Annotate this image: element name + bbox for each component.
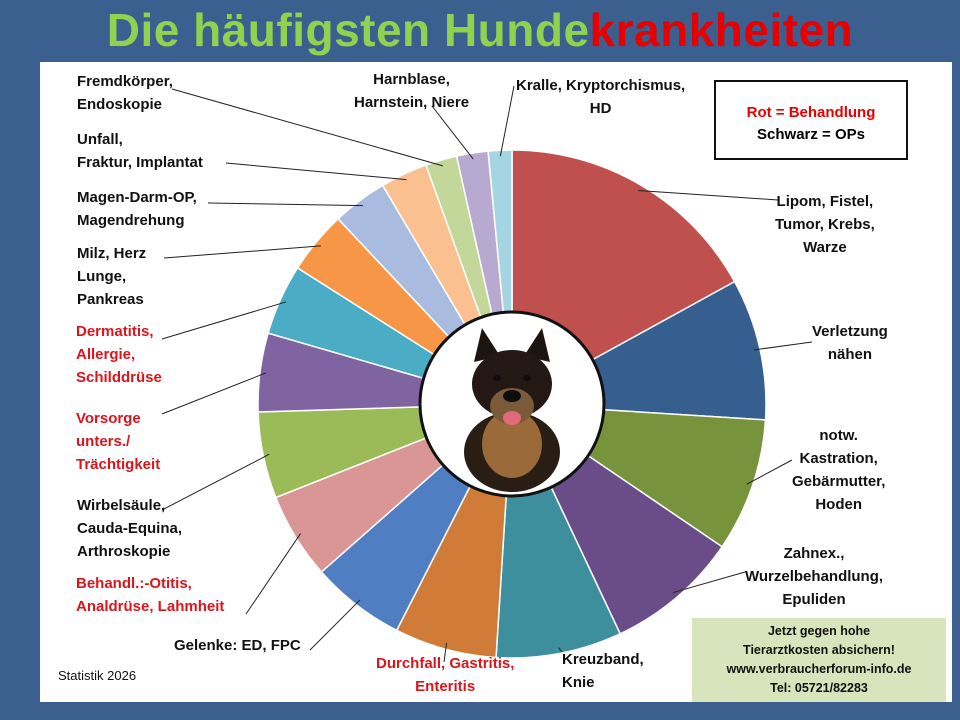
leader-line-9	[161, 453, 270, 511]
slice-label-line: Vorsorge	[76, 410, 141, 427]
slice-label-3: notw. Kastration, Gebärmutter, Hoden	[792, 424, 885, 516]
slice-label-line: Wurzelbehandlung,	[745, 568, 884, 585]
slice-label-line: Dermatitis,	[76, 323, 154, 340]
slice-label-line: Lunge,	[77, 268, 127, 285]
slice-label-line: Magen-Darm-OP,	[77, 189, 197, 206]
slice-label-line: Arthroskopie	[77, 543, 171, 560]
leader-line-5	[558, 647, 563, 653]
slice-label-8: Behandl.:-Otitis, Analdrüse, Lahmheit	[76, 572, 224, 618]
slice-label-line: Endoskopie	[77, 96, 163, 113]
leader-line-14	[225, 162, 407, 181]
promo-line-4: Tel: 05721/82283	[770, 681, 868, 695]
slice-label-line: Analdrüse, Lahmheit	[76, 598, 225, 615]
title-part-green: Die häufigsten Hunde	[106, 4, 590, 56]
promo-line-2: Tierarztkosten absichern!	[743, 643, 895, 657]
dog-photo-icon	[464, 328, 560, 492]
leader-line-4	[672, 571, 746, 594]
slice-label-line: Behandl.:-Otitis,	[76, 575, 192, 592]
leader-line-11	[161, 301, 287, 340]
slice-label-line: HD	[589, 100, 612, 117]
promo-box: Jetzt gegen hohe Tierarztkosten absicher…	[692, 618, 946, 702]
slice-label-17: Kralle, Kryptorchismus, HD	[516, 74, 685, 120]
slice-label-2: Verletzung nähen	[812, 320, 888, 366]
promo-line-3: www.verbraucherforum-info.de	[726, 662, 912, 676]
slice-label-line: Hoden	[815, 496, 863, 513]
slice-label-line: Fraktur, Implantat	[77, 154, 203, 171]
slice-label-line: Lipom, Fistel,	[776, 193, 874, 210]
slice-label-11: Dermatitis, Allergie, Schilddrüse	[76, 320, 162, 389]
slice-label-line: Tumor, Krebs,	[775, 216, 875, 233]
legend-black-text: Schwarz = OPs	[757, 126, 865, 143]
slice-label-line: Gebärmutter,	[792, 473, 886, 490]
chart-panel: Lipom, Fistel, Tumor, Krebs, Warze Verletzu…	[40, 62, 952, 702]
leader-line-12	[163, 245, 321, 259]
leader-line-7	[309, 599, 361, 651]
slice-label-line: Zahnex.,	[783, 545, 845, 562]
slice-label-line: Milz, Herz	[77, 245, 147, 262]
slice-label-line: Kastration,	[799, 450, 878, 467]
slice-label-line: Kralle, Kryptorchismus,	[516, 77, 686, 94]
slice-label-4: Zahnex., Wurzelbehandlung, Epuliden	[745, 542, 883, 611]
slice-label-10: Vorsorge unters./ Trächtigkeit	[76, 407, 160, 476]
slice-label-5: Kreuzband, Knie	[562, 648, 644, 694]
slice-label-line: Gelenke: ED, FPC	[174, 637, 301, 654]
slice-label-line: Harnblase,	[373, 71, 450, 88]
slice-label-line: Cauda-Equina,	[77, 520, 183, 537]
slice-label-line: Trächtigkeit	[76, 456, 161, 473]
leader-line-15	[171, 88, 443, 167]
slice-label-line: Epuliden	[782, 591, 846, 608]
slice-label-line: unters./	[76, 433, 131, 450]
slice-label-line: Fremdkörper,	[77, 73, 173, 90]
page-title: Die häufigsten Hundekrankheiten	[0, 2, 960, 58]
slice-label-line: Enteritis	[415, 678, 476, 695]
slice-label-line: Warze	[803, 239, 847, 256]
leader-line-10	[161, 372, 267, 415]
leader-line-2	[753, 341, 813, 351]
promo-line-1: Jetzt gegen hohe	[767, 624, 871, 638]
slice-label-12: Milz, Herz Lunge, Pankreas	[77, 242, 146, 311]
leader-line-13	[207, 202, 364, 207]
slice-label-line: Allergie,	[76, 346, 136, 363]
slice-label-line: Magendrehung	[77, 212, 185, 229]
legend-red-text: Rot = Behandlung	[746, 104, 876, 121]
slice-label-line: Verletzung	[812, 323, 888, 340]
leader-line-1	[638, 190, 779, 201]
pie-chart	[161, 85, 813, 663]
legend-box: Rot = Behandlung Schwarz = OPs	[714, 80, 908, 160]
slice-label-16: Harnblase, Harnstein, Niere	[354, 68, 469, 114]
slice-label-line: nähen	[827, 346, 873, 363]
slice-label-7: Gelenke: ED, FPC	[174, 634, 301, 657]
slice-label-line: notw.	[819, 427, 858, 444]
slice-label-1: Lipom, Fistel, Tumor, Krebs, Warze	[775, 190, 875, 259]
slice-label-line: Harnstein, Niere	[354, 94, 470, 111]
title-part-red: krankheiten	[589, 4, 854, 56]
slice-label-13: Magen-Darm-OP, Magendrehung	[77, 186, 197, 232]
slice-label-line: Kreuzband,	[562, 651, 644, 668]
slice-label-line: Wirbelsäule,	[77, 497, 166, 514]
footnote-statistik: Statistik 2026	[58, 668, 137, 683]
leader-line-8	[245, 533, 301, 615]
leader-line-16	[431, 105, 474, 160]
slice-label-line: Pankreas	[77, 291, 144, 308]
slice-label-line: Durchfall, Gastritis,	[376, 655, 515, 672]
leader-line-17	[499, 85, 515, 157]
slice-label-line: Knie	[562, 674, 595, 691]
slice-label-line: Unfall,	[77, 131, 123, 148]
slice-label-15: Fremdkörper, Endoskopie	[77, 70, 173, 116]
leader-line-6	[443, 643, 448, 663]
leader-line-3	[746, 459, 793, 485]
slice-label-14: Unfall, Fraktur, Implantat	[77, 128, 203, 174]
slice-label-line: Schilddrüse	[76, 369, 162, 386]
slice-label-9: Wirbelsäule, Cauda-Equina, Arthroskopie	[77, 494, 182, 563]
slice-label-6: Durchfall, Gastritis, Enteritis	[376, 652, 514, 698]
